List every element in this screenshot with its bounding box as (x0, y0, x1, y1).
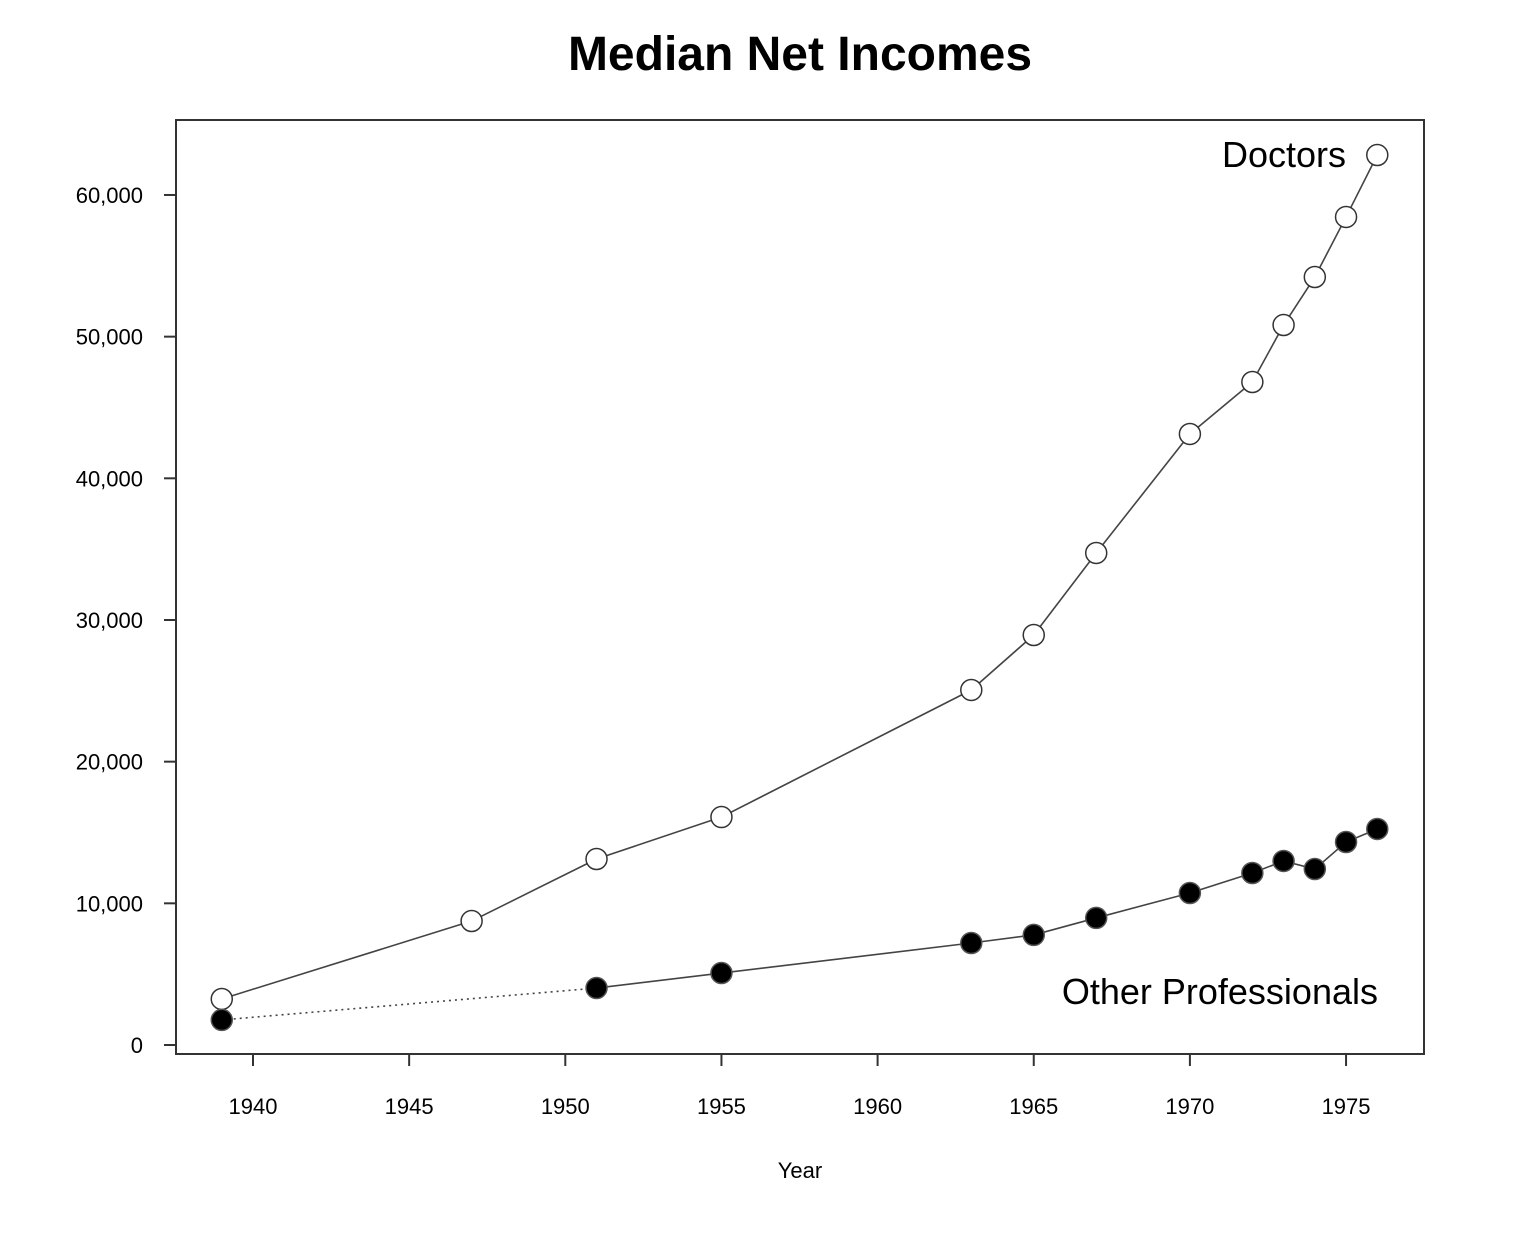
y-tick-label: 20,000 (76, 750, 143, 775)
x-tick-label: 1940 (229, 1094, 278, 1119)
data-point-other-professionals (710, 961, 733, 985)
series-line-segment (970, 634, 1035, 691)
data-point-doctors (710, 805, 733, 829)
chart-title: Median Net Incomes (568, 28, 1032, 81)
series-line-segment (1314, 216, 1347, 278)
series-line-segment (1345, 154, 1378, 218)
data-point-other-professionals (1303, 857, 1327, 881)
series-label-doctors: Doctors (1222, 134, 1346, 175)
series-line-segment (1189, 381, 1253, 435)
series-line-segment (1033, 552, 1097, 636)
data-point-doctors (960, 678, 983, 702)
plot-frame (175, 119, 1425, 1055)
data-point-doctors (1366, 143, 1389, 167)
data-point-doctors (1334, 205, 1358, 229)
y-tick-label: 10,000 (76, 891, 143, 916)
series-line-segment (1096, 892, 1191, 919)
data-point-doctors (1303, 265, 1327, 289)
x-tick-label: 1945 (385, 1094, 434, 1119)
data-point-other-professionals (585, 976, 608, 1000)
data-point-doctors (210, 987, 234, 1011)
y-tick-label: 30,000 (76, 608, 143, 633)
series-line-segment (221, 920, 472, 1000)
series-line-segment (721, 689, 972, 818)
x-tick-label: 1955 (697, 1094, 746, 1119)
series-line-segment (1095, 433, 1191, 554)
data-point-other-professionals (1178, 881, 1202, 905)
x-tick-label: 1950 (541, 1094, 590, 1119)
data-point-other-professionals (1366, 817, 1389, 841)
x-tick-label: 1970 (1165, 1094, 1214, 1119)
series-line-segment (721, 942, 972, 974)
series-label-other-professionals: Other Professionals (1062, 971, 1378, 1012)
data-point-doctors (1272, 313, 1295, 337)
data-point-other-professionals (1084, 906, 1108, 930)
data-point-doctors (1178, 422, 1202, 446)
data-point-doctors (460, 909, 483, 933)
data-point-other-professionals (1334, 830, 1358, 854)
x-tick-label: 1960 (853, 1094, 902, 1119)
y-tick-label: 40,000 (76, 466, 143, 491)
x-axis-label: Year (778, 1158, 822, 1183)
data-point-doctors (1084, 541, 1108, 565)
data-point-other-professionals (1272, 849, 1295, 873)
y-tick-label: 0 (131, 1033, 143, 1058)
data-point-doctors (1022, 623, 1045, 647)
data-point-doctors (585, 847, 608, 871)
series-line-segment (221, 987, 597, 1021)
x-tick-label: 1965 (1009, 1094, 1058, 1119)
data-point-other-professionals (1022, 923, 1045, 947)
series-line-segment (596, 816, 722, 860)
data-point-other-professionals (960, 931, 983, 955)
data-point-doctors (1241, 370, 1264, 394)
x-tick-label: 1975 (1322, 1094, 1371, 1119)
series-line-segment (596, 972, 722, 989)
series-line-segment (471, 858, 597, 922)
data-point-other-professionals (1241, 861, 1264, 885)
data-point-other-professionals (210, 1008, 234, 1032)
y-tick-label: 50,000 (76, 325, 143, 350)
y-tick-label: 60,000 (76, 183, 143, 208)
